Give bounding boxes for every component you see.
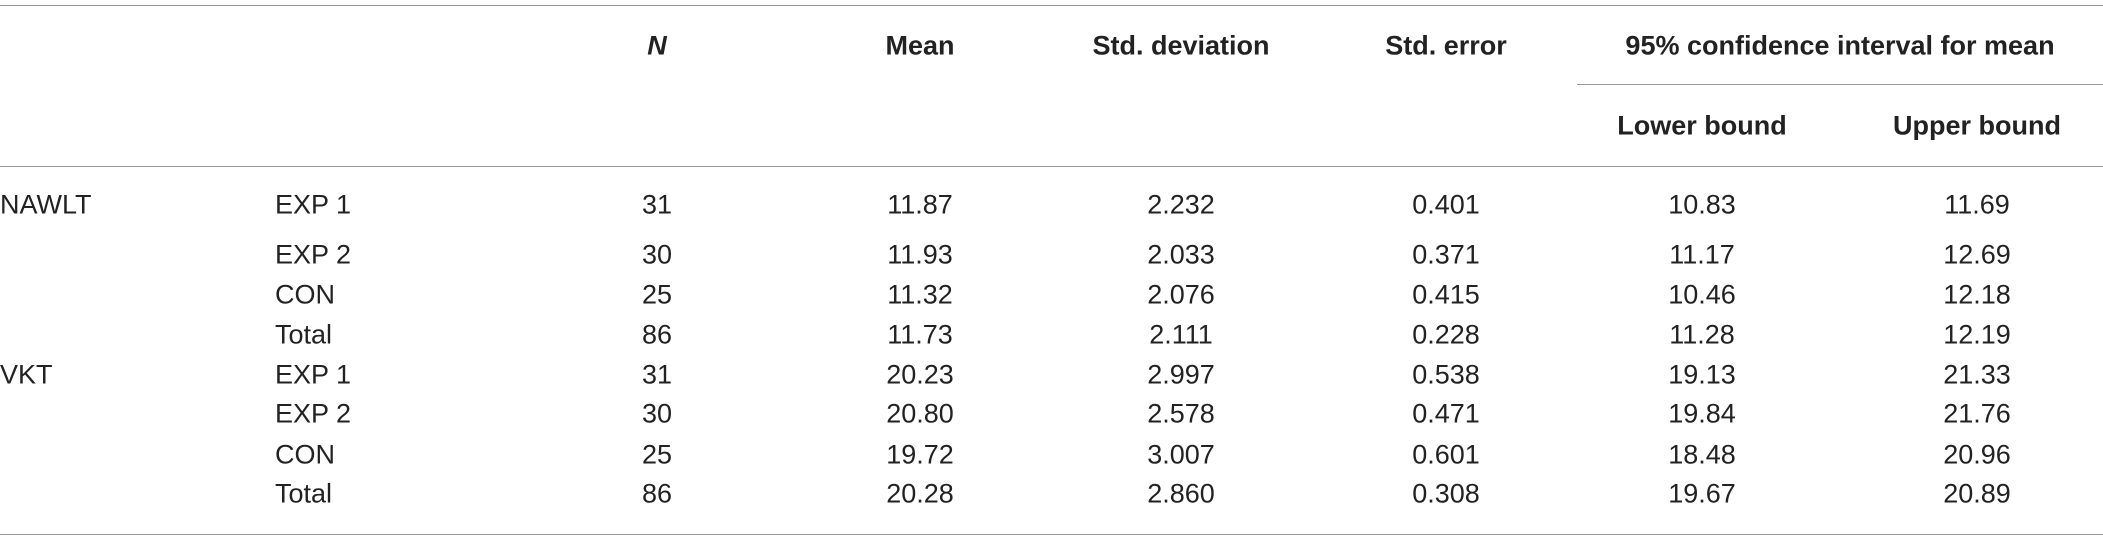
cell: 86 [641,478,673,509]
group-label: Total [275,319,333,350]
cell: 25 [641,439,673,470]
group-label: EXP 1 [275,189,352,220]
cell: 0.371 [1412,239,1480,270]
cell: 2.860 [1147,478,1215,509]
cell: 3.007 [1147,439,1215,470]
group-label: Total [275,478,333,509]
subcolumn-header: Lower bound [1617,110,1787,141]
measure-label: NAWLT [0,189,92,220]
cell: 20.96 [1943,439,2011,470]
cell: 20.23 [886,359,954,390]
cell: 11.93 [887,239,953,270]
group-label: EXP 1 [275,359,352,390]
cell: 10.83 [1668,189,1736,220]
cell: 30 [641,239,673,270]
group-label: CON [275,279,335,310]
cell: 0.401 [1412,189,1480,220]
group-label: CON [275,439,335,470]
cell: 20.89 [1943,478,2011,509]
cell: 19.67 [1668,478,1736,509]
group-label: EXP 2 [275,398,352,429]
cell: 20.28 [886,478,954,509]
cell: 12.69 [1943,239,2011,270]
cell: 19.13 [1668,359,1736,390]
cell: 25 [641,279,673,310]
column-header: Mean [885,30,955,61]
cell: 11.73 [887,319,953,350]
cell: 11.69 [1944,189,2010,220]
cell: 2.076 [1147,279,1215,310]
cell: 12.19 [1943,319,2011,350]
subcolumn-header: Upper bound [1893,110,2061,141]
cell: 2.033 [1147,239,1215,270]
cell: 11.17 [1669,239,1735,270]
cell: 30 [641,398,673,429]
cell: 19.84 [1668,398,1736,429]
cell: 11.32 [887,279,953,310]
bottom-rule [0,534,2103,535]
cell: 19.72 [886,439,954,470]
group-rule [1577,84,2103,85]
cell: 0.601 [1412,439,1480,470]
cell: 2.578 [1147,398,1215,429]
cell: 86 [641,319,673,350]
cell: 0.471 [1412,398,1480,429]
cell: 21.33 [1943,359,2011,390]
column-header: N [647,30,667,61]
cell: 18.48 [1668,439,1736,470]
cell: 0.228 [1412,319,1480,350]
cell: 2.997 [1147,359,1215,390]
group-header: 95% confidence interval for mean [1625,30,2055,61]
cell: 2.111 [1149,319,1213,350]
cell: 0.308 [1412,478,1480,509]
measure-label: VKT [0,359,53,390]
cell: 2.232 [1147,189,1215,220]
cell: 10.46 [1668,279,1736,310]
cell: 31 [641,359,673,390]
group-label: EXP 2 [275,239,352,270]
column-header: Std. deviation [1092,30,1270,61]
header-rule [0,166,2103,167]
cell: 0.538 [1412,359,1480,390]
cell: 11.87 [887,189,953,220]
cell: 31 [641,189,673,220]
cell: 11.28 [1669,319,1735,350]
cell: 12.18 [1943,279,2011,310]
cell: 0.415 [1412,279,1480,310]
top-rule [0,5,2103,6]
cell: 20.80 [886,398,954,429]
cell: 21.76 [1943,398,2011,429]
column-header: Std. error [1385,30,1507,61]
